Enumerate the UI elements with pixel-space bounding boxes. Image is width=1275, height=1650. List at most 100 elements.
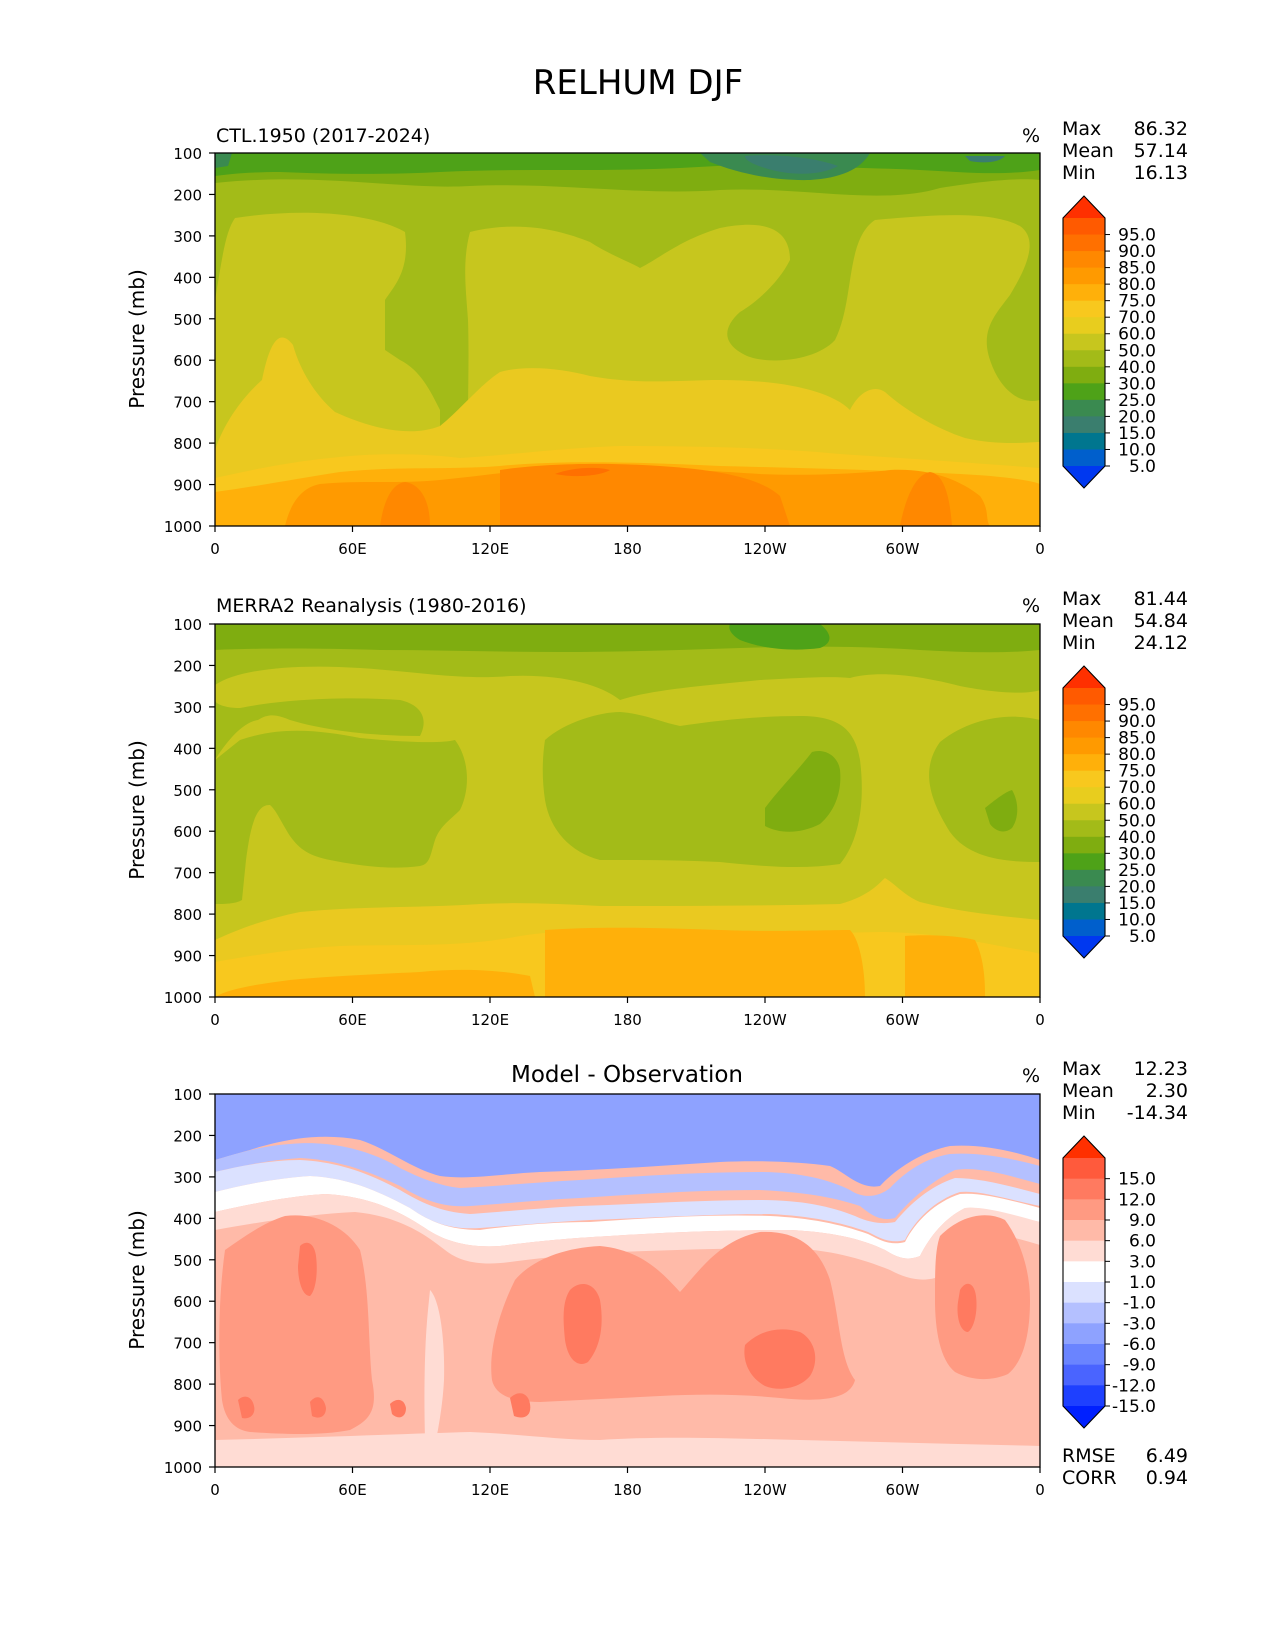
x-tick-label: 0 xyxy=(210,1481,220,1499)
colorbar-swatch xyxy=(1063,1323,1105,1345)
diff-band-9-to-12-6 xyxy=(310,1397,326,1418)
y-tick-label: 100 xyxy=(173,616,202,634)
x-tick-label: 0 xyxy=(1035,1011,1045,1029)
y-tick-label: 200 xyxy=(173,1127,202,1145)
y-tick-label: 600 xyxy=(173,352,202,370)
diff-band-9-to-12-2 xyxy=(744,1329,816,1389)
x-axis-model: 0 60E 120E 180 120W 60W 0 xyxy=(210,526,1045,558)
diff-band-neg-3 xyxy=(215,1160,1040,1242)
stat-max-label: Max xyxy=(1062,1058,1101,1080)
x-tick-label: 60E xyxy=(338,1011,367,1029)
rh-band-25-top xyxy=(215,624,1040,653)
colorbar-label: 50.0 xyxy=(1118,811,1156,831)
colorbar-swatch xyxy=(1063,1199,1105,1221)
y-axis-label-difference: Pressure (mb) xyxy=(125,1210,149,1350)
colorbar-swatch xyxy=(1063,1302,1105,1324)
colorbar-swatch xyxy=(1063,366,1105,384)
y-axis-model: 100 200 300 400 500 600 700 800 900 1000 xyxy=(164,145,215,536)
x-tick-label: 180 xyxy=(613,1011,642,1029)
colorbar-label: -3.0 xyxy=(1123,1314,1156,1334)
colorbar-swatch xyxy=(1063,787,1105,805)
y-axis-label-model: Pressure (mb) xyxy=(125,269,149,409)
colorbar-label: 95.0 xyxy=(1118,696,1156,716)
diff-band-neg-6 xyxy=(215,1143,1040,1220)
diff-band-9-to-12-1 xyxy=(563,1284,602,1364)
colorbar-label: 70.0 xyxy=(1118,778,1156,798)
colorbar-label: 9.0 xyxy=(1129,1211,1156,1231)
colorbar-label: 75.0 xyxy=(1118,762,1156,782)
y-tick-label: 300 xyxy=(173,699,202,717)
panel-observation: MERRA2 Reanalysis (1980-2016) % 100 200 30… xyxy=(125,588,1188,1029)
colorbar-swatch xyxy=(1063,267,1105,285)
stat-min-value: 24.12 xyxy=(1134,632,1188,654)
x-tick-label: 0 xyxy=(210,1011,220,1029)
rh-band-75-right xyxy=(905,935,985,997)
colorbar-label: 80.0 xyxy=(1118,275,1156,295)
stat-max-value: 81.44 xyxy=(1134,588,1188,610)
colorbar-label: 90.0 xyxy=(1118,712,1156,732)
y-tick-label: 400 xyxy=(173,1210,202,1228)
x-axis-difference: 0 60E 120E 180 120W 60W 0 xyxy=(210,1467,1045,1499)
x-tick-label: 120W xyxy=(743,540,787,558)
y-tick-label: 800 xyxy=(173,435,202,453)
colorbar-swatch xyxy=(1063,803,1105,821)
colorbar-label: 30.0 xyxy=(1118,374,1156,394)
colorbar-label: 20.0 xyxy=(1118,877,1156,897)
colorbar-extension-max xyxy=(1063,666,1105,688)
colorbar-swatch xyxy=(1063,770,1105,788)
colorbar-label: 60.0 xyxy=(1118,325,1156,345)
y-tick-label: 400 xyxy=(173,740,202,758)
panel-title-observation: MERRA2 Reanalysis (1980-2016) xyxy=(216,595,527,617)
colorbar-extension-min xyxy=(1063,936,1105,958)
diff-band-6-to-9-right xyxy=(935,1215,1030,1380)
y-tick-label: 900 xyxy=(173,948,202,966)
y-tick-label: 900 xyxy=(173,1418,202,1436)
x-tick-label: 60E xyxy=(338,540,367,558)
diff-band-9-to-12-5 xyxy=(238,1396,255,1419)
panel-difference: Model - Observation % 100 200 300 400 500 600… xyxy=(125,1058,1188,1499)
colorbar-swatch xyxy=(1063,853,1105,871)
diff-band-1-to-3-lower xyxy=(215,1432,1040,1467)
stat-corr-value: 0.94 xyxy=(1146,1467,1188,1489)
colorbar-observation: 95.090.085.080.075.070.060.050.040.030.0… xyxy=(1062,665,1156,959)
colorbar-swatch xyxy=(1063,754,1105,772)
y-tick-label: 900 xyxy=(173,477,202,495)
panel-model: CTL.1950 (2017-2024) % 100 200 300 400 500 60… xyxy=(125,118,1188,558)
x-tick-label: 60W xyxy=(886,1481,920,1499)
x-tick-label: 60W xyxy=(886,1011,920,1029)
colorbar-label: 1.0 xyxy=(1129,1273,1156,1293)
colorbar-label: 15.0 xyxy=(1118,1170,1156,1190)
stat-max-value: 12.23 xyxy=(1134,1058,1188,1080)
stat-min-label: Min xyxy=(1062,1102,1096,1124)
x-tick-label: 0 xyxy=(210,540,220,558)
diff-band-1-to-3 xyxy=(215,1194,1040,1280)
contour-field-observation xyxy=(215,624,1040,997)
y-axis-observation: 100 200 300 400 500 600 700 800 900 1000 xyxy=(164,616,215,1007)
colorbar-swatch xyxy=(1063,1385,1105,1407)
colorbar-label: 40.0 xyxy=(1118,358,1156,378)
y-tick-label: 100 xyxy=(173,145,202,163)
x-tick-label: 180 xyxy=(613,540,642,558)
colorbar-swatch xyxy=(1063,1261,1105,1283)
colorbar-label: 85.0 xyxy=(1118,259,1156,279)
colorbar-swatch xyxy=(1063,251,1105,269)
y-tick-label: 1000 xyxy=(164,989,202,1007)
y-tick-label: 500 xyxy=(173,311,202,329)
contour-field-difference xyxy=(215,1094,1040,1467)
stat-mean-label: Mean xyxy=(1062,140,1114,162)
stats-difference: Max 12.23 Mean 2.30 Min -14.34 RMSE 6.49… xyxy=(1062,1058,1188,1489)
colorbar-swatch xyxy=(1063,820,1105,838)
colorbar-label: 5.0 xyxy=(1129,457,1156,477)
stat-mean-value: 57.14 xyxy=(1134,140,1188,162)
colorbar-swatch xyxy=(1063,737,1105,755)
colorbar-swatch xyxy=(1063,416,1105,434)
y-tick-label: 300 xyxy=(173,228,202,246)
y-tick-label: 600 xyxy=(173,823,202,841)
colorbar-swatch xyxy=(1063,1240,1105,1262)
colorbar-swatch xyxy=(1063,333,1105,351)
colorbar-label: 15.0 xyxy=(1118,894,1156,914)
y-tick-label: 600 xyxy=(173,1293,202,1311)
stat-min-label: Min xyxy=(1062,162,1096,184)
y-tick-label: 1000 xyxy=(164,518,202,536)
